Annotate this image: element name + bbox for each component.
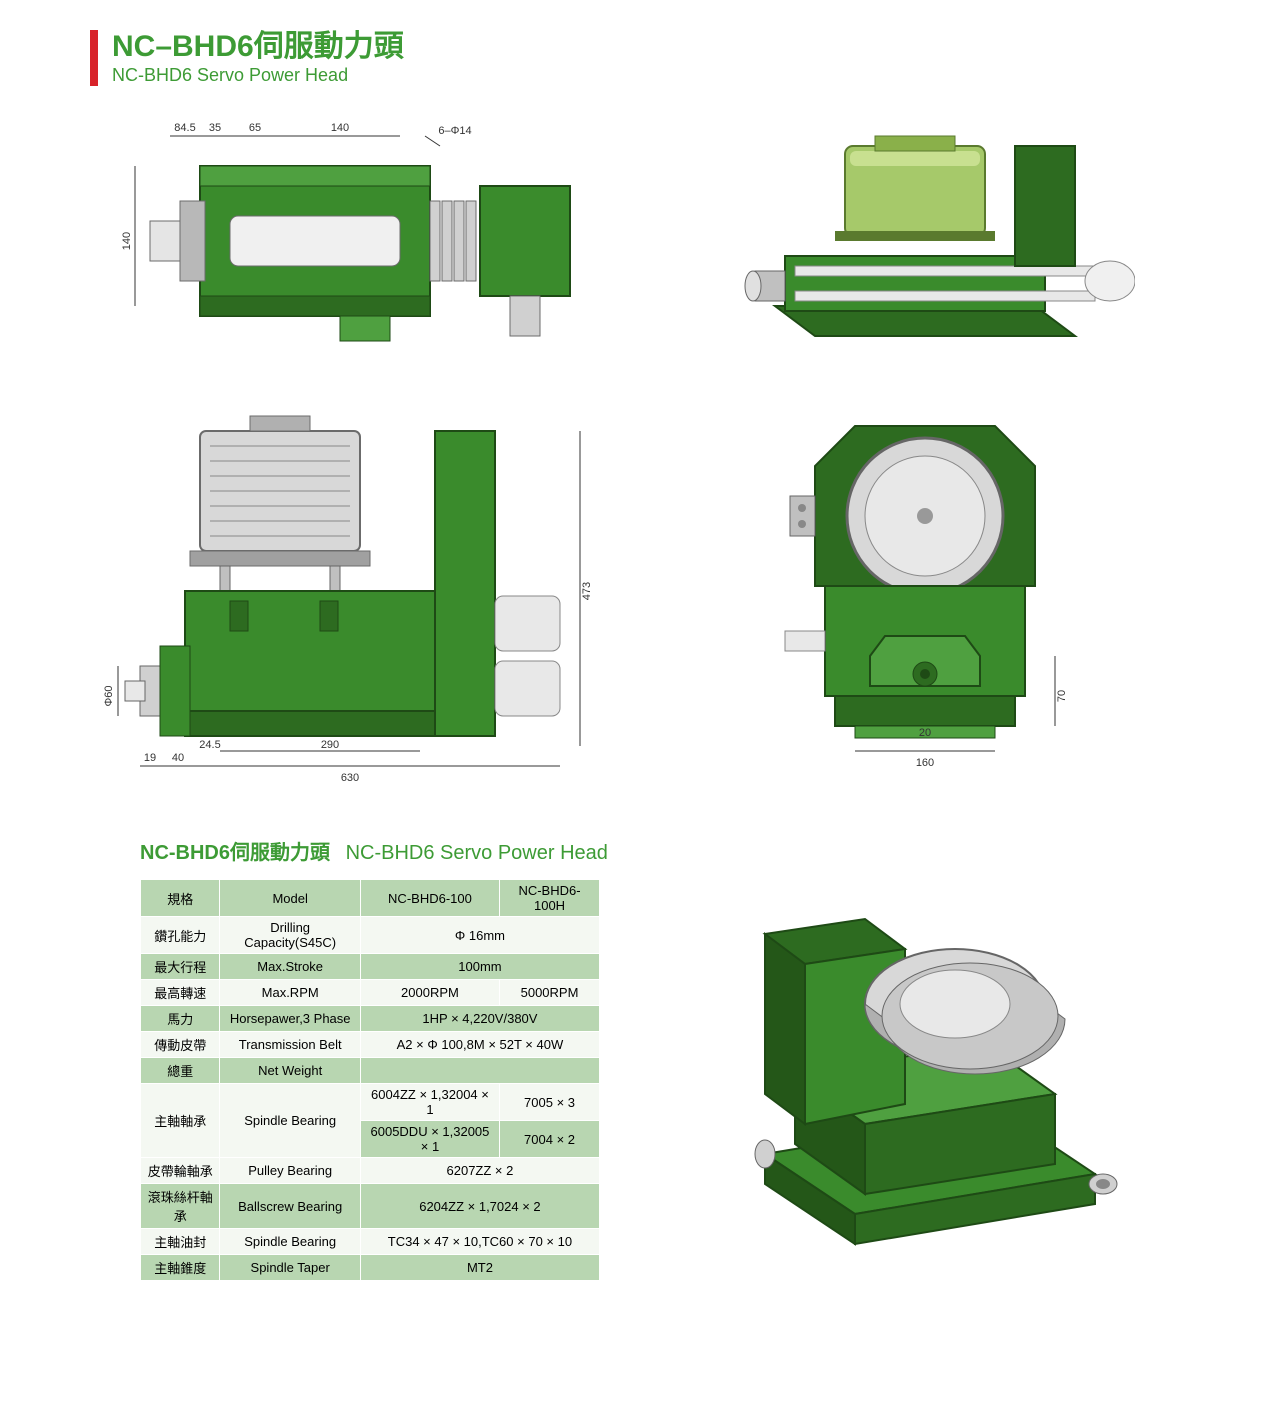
- table-cell: 6204ZZ × 1,7024 × 2: [360, 1184, 599, 1229]
- svg-text:70: 70: [1056, 690, 1068, 702]
- svg-text:140: 140: [331, 122, 349, 134]
- svg-text:473: 473: [581, 582, 593, 600]
- table-cell: 鑽孔能力: [141, 917, 220, 954]
- table-cell: 6005DDU × 1,32005 × 1: [360, 1121, 499, 1158]
- table-header-cell: NC-BHD6-100H: [500, 880, 600, 917]
- svg-text:Φ60: Φ60: [103, 685, 115, 706]
- svg-text:35: 35: [209, 122, 221, 134]
- table-header-cell: 規格: [141, 880, 220, 917]
- spec-heading: NC-BHD6伺服動力頭 NC-BHD6 Servo Power Head: [140, 836, 610, 865]
- table-cell: Spindle Taper: [220, 1255, 360, 1281]
- drawing-top-view: 84.5 35 65 140 6–Φ14 140: [90, 106, 610, 366]
- table-cell: 100mm: [360, 954, 599, 980]
- spec-section: NC-BHD6伺服動力頭 NC-BHD6 Servo Power Head 規格…: [90, 826, 610, 1281]
- table-row: 最大行程Max.Stroke100mm: [141, 954, 600, 980]
- table-row: 鑽孔能力Drilling Capacity(S45C)Φ 16mm: [141, 917, 600, 954]
- table-cell: 總重: [141, 1058, 220, 1084]
- title-block: NC–BHD6伺服動力頭 NC-BHD6 Servo Power Head: [112, 30, 404, 86]
- table-header-cell: Model: [220, 880, 360, 917]
- table-cell: 主軸軸承: [141, 1084, 220, 1158]
- table-row: 主軸軸承Spindle Bearing6004ZZ × 1,32004 × 17…: [141, 1084, 600, 1121]
- table-cell: 5000RPM: [500, 980, 600, 1006]
- table-cell: Transmission Belt: [220, 1032, 360, 1058]
- table-row: 總重Net Weight: [141, 1058, 600, 1084]
- table-cell: 6004ZZ × 1,32004 × 1: [360, 1084, 499, 1121]
- svg-text:65: 65: [249, 122, 261, 134]
- table-cell: 主軸錐度: [141, 1255, 220, 1281]
- table-cell: Spindle Bearing: [220, 1084, 360, 1158]
- table-row: 滾珠絲杆軸承Ballscrew Bearing6204ZZ × 1,7024 ×…: [141, 1184, 600, 1229]
- table-cell: [360, 1058, 599, 1084]
- spec-heading-cn: NC-BHD6伺服動力頭: [140, 842, 330, 864]
- title-chinese: NC–BHD6伺服動力頭: [112, 30, 404, 63]
- table-row: 最高轉速Max.RPM2000RPM5000RPM: [141, 980, 600, 1006]
- spec-table: 規格ModelNC-BHD6-100NC-BHD6-100H鑽孔能力Drilli…: [140, 879, 600, 1281]
- table-cell: 6207ZZ × 2: [360, 1158, 599, 1184]
- svg-text:290: 290: [321, 739, 339, 751]
- table-row: 皮帶輪軸承Pulley Bearing6207ZZ × 2: [141, 1158, 600, 1184]
- table-cell: 最大行程: [141, 954, 220, 980]
- render-isometric: [670, 826, 1180, 1281]
- table-cell: 2000RPM: [360, 980, 499, 1006]
- svg-text:6–Φ14: 6–Φ14: [438, 125, 471, 137]
- spec-heading-en: NC-BHD6 Servo Power Head: [346, 842, 608, 864]
- table-cell: 馬力: [141, 1006, 220, 1032]
- table-cell: 7004 × 2: [500, 1121, 600, 1158]
- svg-text:160: 160: [916, 757, 934, 769]
- table-cell: 主軸油封: [141, 1229, 220, 1255]
- table-cell: Φ 16mm: [360, 917, 599, 954]
- table-row: 主軸油封Spindle BearingTC34 × 47 × 10,TC60 ×…: [141, 1229, 600, 1255]
- drawing-end-view: 160 20 70: [670, 406, 1180, 786]
- page-header: NC–BHD6伺服動力頭 NC-BHD6 Servo Power Head: [90, 30, 1180, 86]
- table-cell: Max.Stroke: [220, 954, 360, 980]
- svg-text:84.5: 84.5: [174, 122, 195, 134]
- table-cell: 1HP × 4,220V/380V: [360, 1006, 599, 1032]
- table-header-cell: NC-BHD6-100: [360, 880, 499, 917]
- product-photo-iso: [670, 106, 1180, 366]
- svg-text:140: 140: [121, 232, 133, 250]
- table-cell: A2 × Φ 100,8M × 52T × 40W: [360, 1032, 599, 1058]
- table-cell: 皮帶輪軸承: [141, 1158, 220, 1184]
- table-cell: Pulley Bearing: [220, 1158, 360, 1184]
- svg-text:24.5: 24.5: [199, 739, 220, 751]
- svg-text:630: 630: [341, 772, 359, 784]
- table-cell: Net Weight: [220, 1058, 360, 1084]
- table-cell: 滾珠絲杆軸承: [141, 1184, 220, 1229]
- table-cell: Ballscrew Bearing: [220, 1184, 360, 1229]
- drawing-side-view: 473 Φ60 630 290 24.5 19 40: [90, 406, 610, 786]
- table-cell: 傳動皮帶: [141, 1032, 220, 1058]
- title-english: NC-BHD6 Servo Power Head: [112, 65, 404, 86]
- table-cell: TC34 × 47 × 10,TC60 × 70 × 10: [360, 1229, 599, 1255]
- svg-text:19: 19: [144, 752, 156, 764]
- table-cell: 最高轉速: [141, 980, 220, 1006]
- table-row: 馬力Horsepawer,3 Phase1HP × 4,220V/380V: [141, 1006, 600, 1032]
- table-row: 傳動皮帶Transmission BeltA2 × Φ 100,8M × 52T…: [141, 1032, 600, 1058]
- svg-text:40: 40: [172, 752, 184, 764]
- table-cell: 7005 × 3: [500, 1084, 600, 1121]
- table-cell: Drilling Capacity(S45C): [220, 917, 360, 954]
- table-cell: MT2: [360, 1255, 599, 1281]
- svg-text:20: 20: [919, 727, 931, 739]
- table-cell: Max.RPM: [220, 980, 360, 1006]
- table-cell: Horsepawer,3 Phase: [220, 1006, 360, 1032]
- accent-bar: [90, 30, 98, 86]
- table-row: 主軸錐度Spindle TaperMT2: [141, 1255, 600, 1281]
- table-cell: Spindle Bearing: [220, 1229, 360, 1255]
